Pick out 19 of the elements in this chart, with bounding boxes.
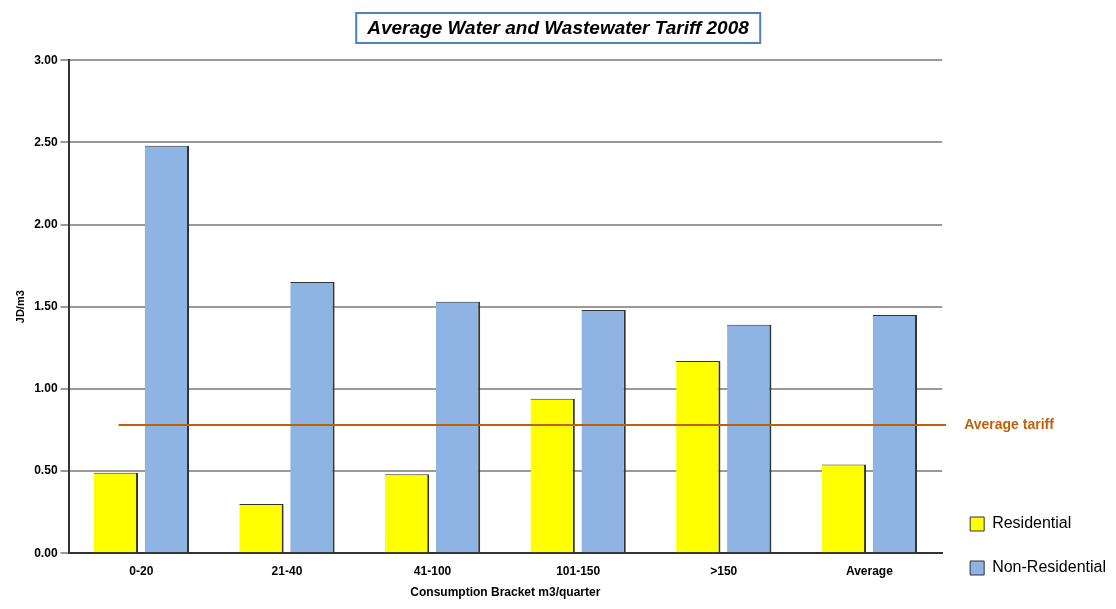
x-tick-label: 0-20 [129, 563, 154, 578]
y-tick-label: 1.50 [34, 299, 58, 314]
y-tick-label: 0.50 [34, 463, 58, 478]
legend-label: Non-Residential [992, 558, 1107, 576]
y-tick-label: 3.00 [34, 52, 58, 67]
legend-label: Residential [992, 514, 1072, 532]
y-tick-label: 2.50 [34, 134, 58, 149]
y-tick-label: 2.00 [34, 216, 58, 231]
x-tick-label: 101-150 [556, 563, 601, 578]
y-tick-label: 1.00 [34, 381, 58, 396]
x-tick-label: 41-100 [413, 563, 452, 578]
y-axis-title: JD/m3 [13, 290, 26, 324]
ref-line-label: Average tariff [964, 415, 1055, 432]
x-tick-label: Average [845, 563, 894, 578]
chart-title: Average Water and Wastewater Tariff 2008 [355, 12, 761, 44]
x-tick-label: 21-40 [271, 563, 303, 578]
y-tick-label: 0.00 [34, 545, 58, 560]
x-axis-title: Consumption Bracket m3/quarter [410, 585, 601, 600]
x-tick-label: >150 [710, 563, 738, 578]
